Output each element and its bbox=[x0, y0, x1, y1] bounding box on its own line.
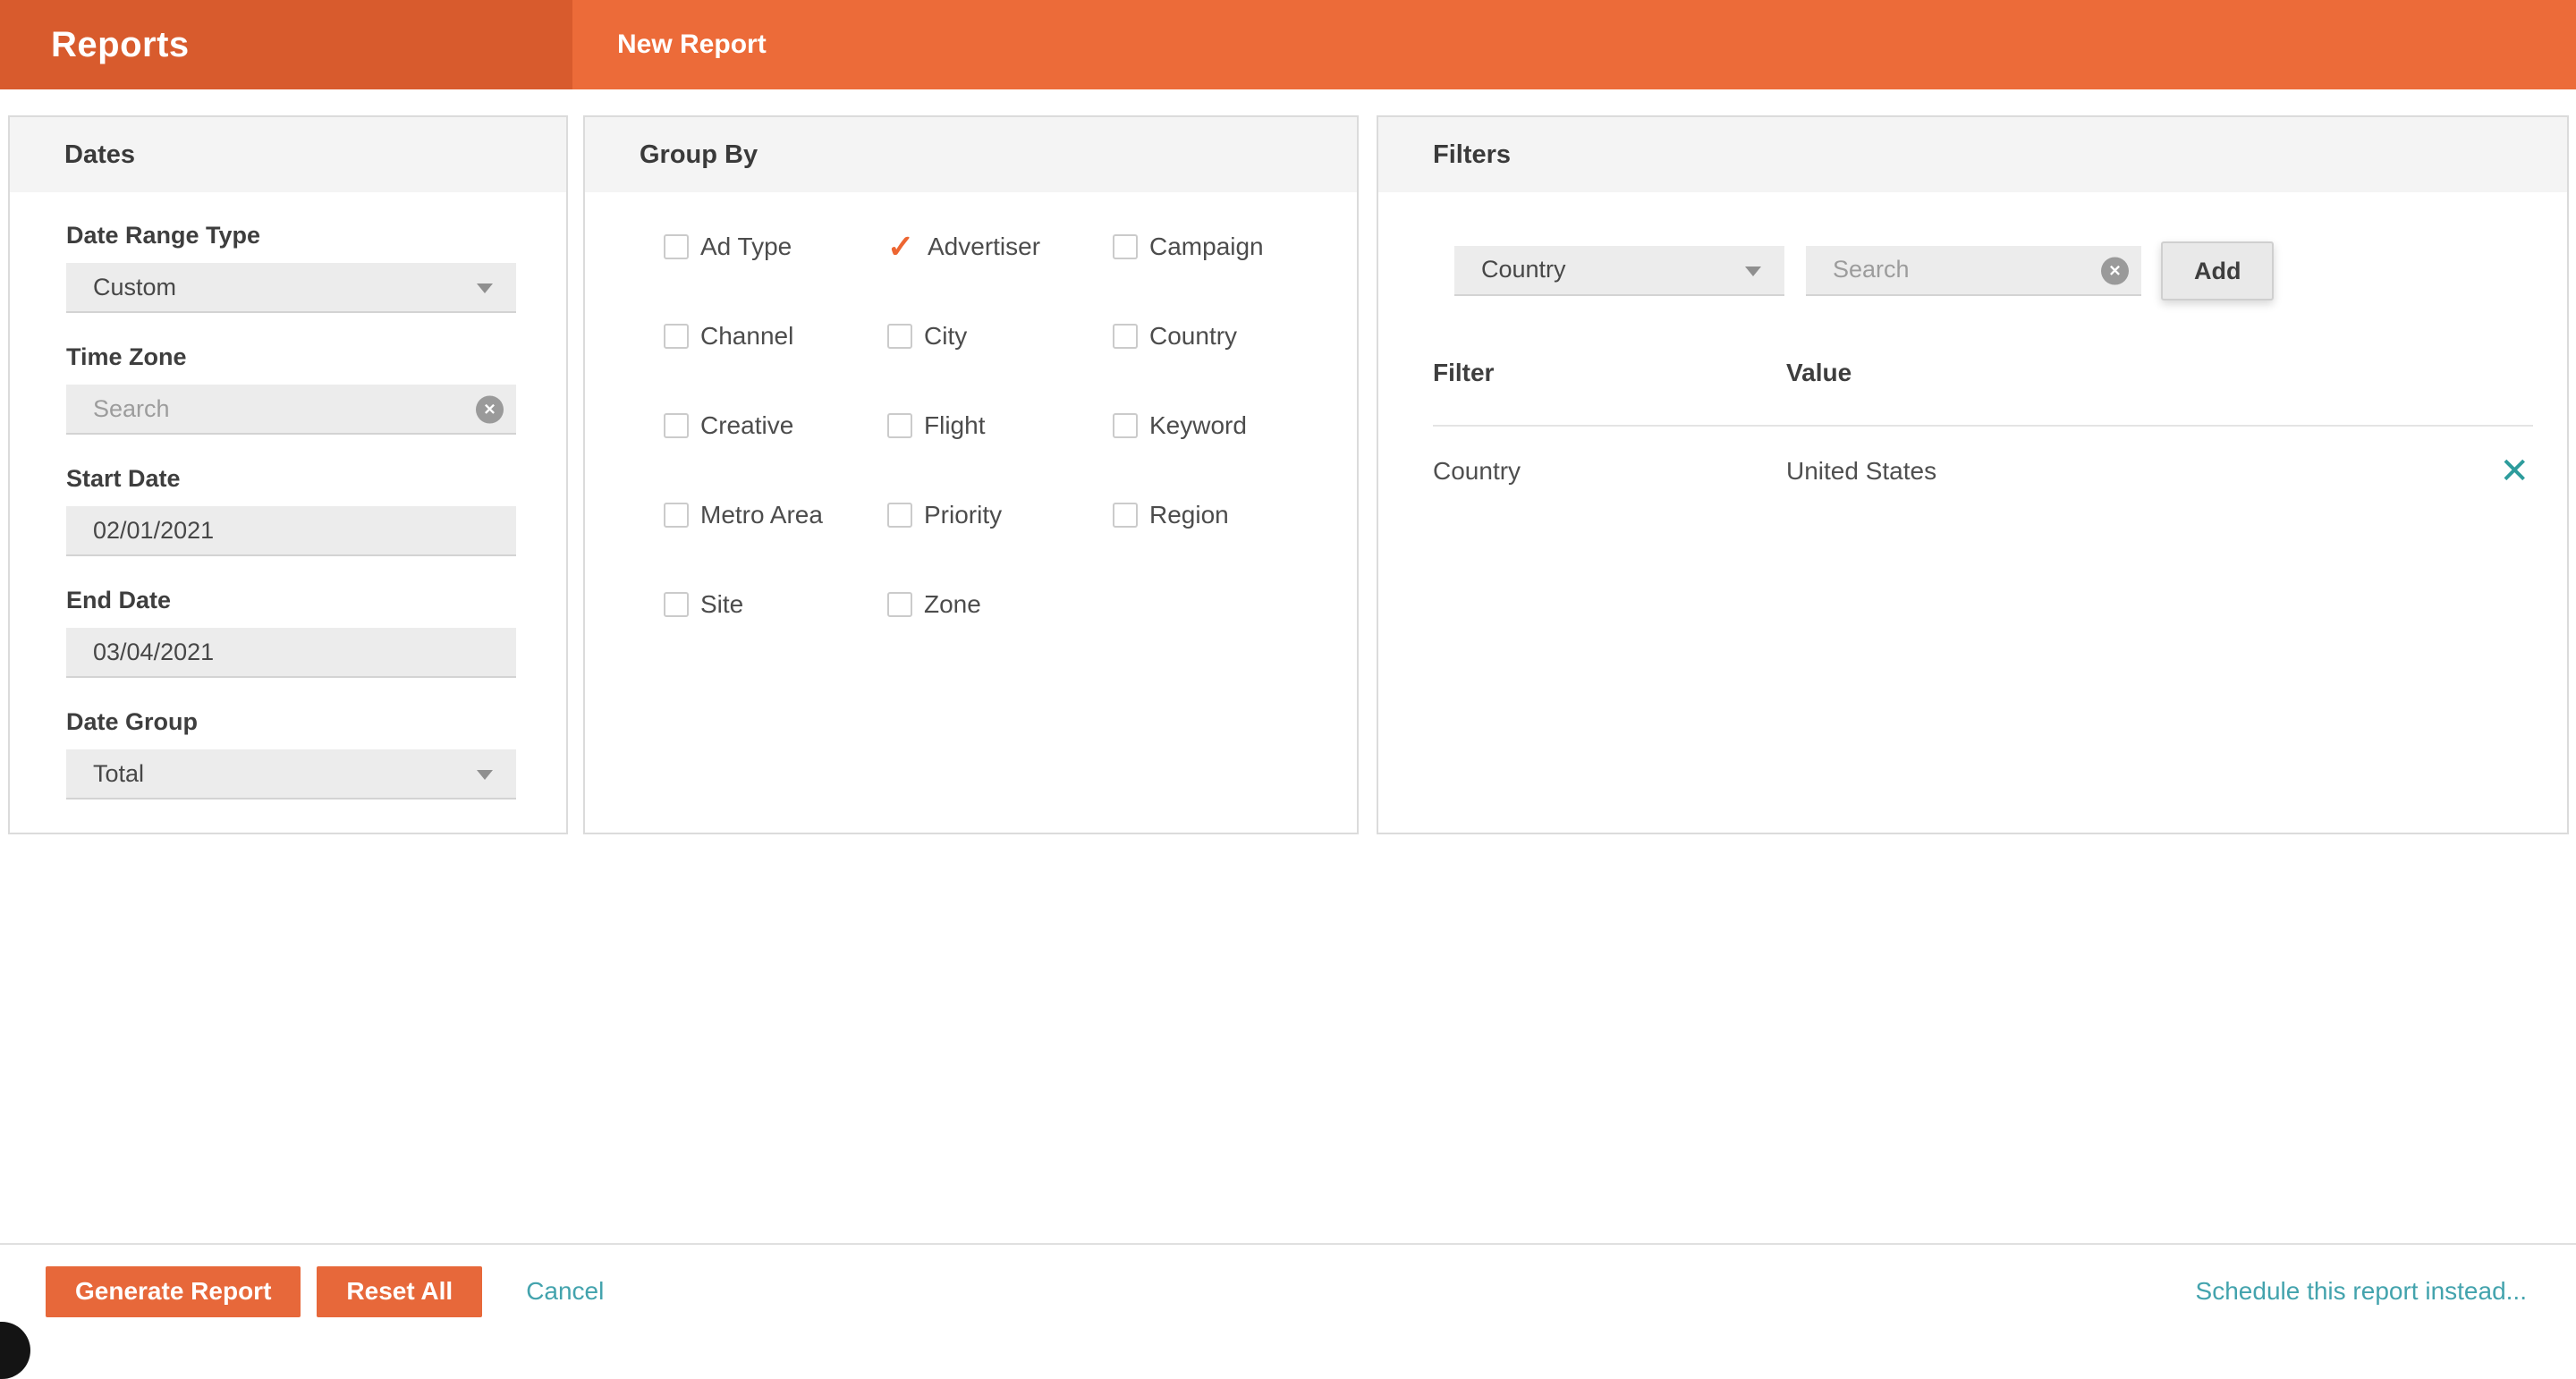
filter-cell: Country bbox=[1433, 457, 1521, 485]
checkbox-unchecked-icon[interactable] bbox=[664, 503, 689, 528]
footer-action-bar: Generate Report Reset All Cancel Schedul… bbox=[0, 1243, 2576, 1338]
date-group-control: Total bbox=[66, 749, 516, 799]
checkmark-icon: ✓ bbox=[887, 228, 915, 265]
date-range-type-label: Date Range Type bbox=[66, 222, 261, 249]
filter-type-select[interactable]: Country bbox=[1454, 245, 1784, 296]
filters-controls: Country ✕ Add bbox=[1454, 241, 2275, 300]
group-by-panel: Group By ✓ Ad Type ✓ Advertiser ✓ Campai… bbox=[583, 115, 1359, 834]
groupby-option-channel[interactable]: ✓ Channel bbox=[664, 322, 887, 351]
date-range-type-control: Custom bbox=[66, 263, 516, 313]
option-label: Keyword bbox=[1149, 411, 1247, 439]
option-label: Campaign bbox=[1149, 233, 1264, 260]
filter-type-value: Country bbox=[1481, 256, 1566, 283]
option-label: Advertiser bbox=[928, 233, 1041, 260]
reset-all-button[interactable]: Reset All bbox=[317, 1265, 483, 1317]
schedule-report-link[interactable]: Schedule this report instead... bbox=[2195, 1277, 2527, 1305]
filter-table-row: Country United States ✕ bbox=[1433, 427, 2533, 489]
dates-panel-body: Date Range Type Custom Time Zone ✕ Start… bbox=[10, 192, 566, 799]
tab-new-report[interactable]: New Report bbox=[617, 30, 767, 59]
checkbox-unchecked-icon[interactable] bbox=[664, 324, 689, 349]
groupby-option-city[interactable]: ✓ City bbox=[887, 322, 1113, 351]
group-by-panel-header: Group By bbox=[585, 117, 1357, 192]
time-zone-search-input[interactable] bbox=[66, 385, 516, 435]
option-label: Creative bbox=[700, 411, 794, 439]
checkbox-unchecked-icon[interactable] bbox=[1113, 234, 1138, 259]
date-range-type-value: Custom bbox=[93, 273, 177, 300]
groupby-option-site[interactable]: ✓ Site bbox=[664, 590, 887, 619]
start-date-control bbox=[66, 506, 516, 556]
end-date-control bbox=[66, 628, 516, 678]
option-label: Country bbox=[1149, 322, 1238, 350]
option-label: Zone bbox=[924, 590, 981, 618]
filter-search-input[interactable] bbox=[1806, 245, 2141, 296]
date-range-type-select[interactable]: Custom bbox=[66, 263, 516, 313]
top-bar: Reports New Report bbox=[0, 0, 2576, 89]
checkbox-unchecked-icon[interactable] bbox=[1113, 324, 1138, 349]
page-title: Reports bbox=[51, 24, 190, 64]
option-label: Region bbox=[1149, 501, 1229, 529]
checkbox-unchecked-icon[interactable] bbox=[664, 234, 689, 259]
start-date-input[interactable] bbox=[66, 506, 516, 556]
value-cell: United States bbox=[1786, 457, 1937, 485]
filter-table-header: Filter Value bbox=[1433, 359, 2533, 427]
checkbox-unchecked-icon[interactable] bbox=[887, 592, 912, 617]
filter-search-control: ✕ bbox=[1806, 245, 2141, 297]
checkbox-unchecked-icon[interactable] bbox=[887, 503, 912, 528]
time-zone-control: ✕ bbox=[66, 385, 516, 435]
filters-panel-header: Filters bbox=[1378, 117, 2567, 192]
applied-filters-table: Filter Value Country United States ✕ bbox=[1433, 359, 2533, 489]
date-group-select[interactable]: Total bbox=[66, 749, 516, 799]
checkbox-unchecked-icon[interactable] bbox=[887, 413, 912, 438]
option-label: Channel bbox=[700, 322, 794, 350]
groupby-option-metro-area[interactable]: ✓ Metro Area bbox=[664, 501, 887, 529]
dates-panel-header: Dates bbox=[10, 117, 566, 192]
filter-type-control: Country bbox=[1454, 245, 1784, 297]
dates-panel: Dates Date Range Type Custom Time Zone ✕… bbox=[8, 115, 568, 834]
groupby-option-flight[interactable]: ✓ Flight bbox=[887, 411, 1113, 440]
cancel-link[interactable]: Cancel bbox=[526, 1277, 605, 1305]
group-by-panel-title: Group By bbox=[640, 140, 758, 169]
groupby-option-zone[interactable]: ✓ Zone bbox=[887, 590, 1113, 619]
checkbox-unchecked-icon[interactable] bbox=[887, 324, 912, 349]
option-label: Site bbox=[700, 590, 744, 618]
groupby-option-advertiser[interactable]: ✓ Advertiser bbox=[887, 228, 1113, 265]
value-column-header: Value bbox=[1786, 359, 1852, 386]
checkbox-unchecked-icon[interactable] bbox=[1113, 503, 1138, 528]
groupby-option-ad-type[interactable]: ✓ Ad Type bbox=[664, 233, 887, 261]
group-by-grid: ✓ Ad Type ✓ Advertiser ✓ Campaign ✓ Chan… bbox=[664, 202, 1330, 649]
time-zone-label: Time Zone bbox=[66, 343, 187, 370]
groupby-option-creative[interactable]: ✓ Creative bbox=[664, 411, 887, 440]
filter-column-header: Filter bbox=[1433, 359, 1495, 386]
checkbox-unchecked-icon[interactable] bbox=[664, 413, 689, 438]
groupby-option-campaign[interactable]: ✓ Campaign bbox=[1113, 233, 1330, 261]
filters-panel-title: Filters bbox=[1433, 140, 1512, 169]
option-label: Flight bbox=[924, 411, 986, 439]
groupby-option-priority[interactable]: ✓ Priority bbox=[887, 501, 1113, 529]
start-date-label: Start Date bbox=[66, 465, 181, 492]
dates-panel-title: Dates bbox=[64, 140, 135, 169]
generate-report-button[interactable]: Generate Report bbox=[46, 1265, 301, 1317]
clear-icon[interactable]: ✕ bbox=[476, 395, 504, 424]
groupby-option-region[interactable]: ✓ Region bbox=[1113, 501, 1330, 529]
date-group-value: Total bbox=[93, 759, 145, 787]
clear-icon[interactable]: ✕ bbox=[2101, 257, 2129, 285]
filters-panel: Filters Country ✕ Add Filter Value Count… bbox=[1377, 115, 2569, 834]
checkbox-unchecked-icon[interactable] bbox=[1113, 413, 1138, 438]
end-date-input[interactable] bbox=[66, 628, 516, 678]
groupby-option-country[interactable]: ✓ Country bbox=[1113, 322, 1330, 351]
add-filter-button[interactable]: Add bbox=[2161, 241, 2275, 300]
remove-filter-icon[interactable]: ✕ bbox=[2499, 452, 2529, 491]
date-group-label: Date Group bbox=[66, 708, 199, 735]
app-header: Reports bbox=[0, 0, 572, 89]
end-date-label: End Date bbox=[66, 587, 172, 613]
option-label: Ad Type bbox=[700, 233, 792, 260]
groupby-option-keyword[interactable]: ✓ Keyword bbox=[1113, 411, 1330, 440]
option-label: City bbox=[924, 322, 968, 350]
option-label: Metro Area bbox=[700, 501, 823, 529]
option-label: Priority bbox=[924, 501, 1003, 529]
checkbox-unchecked-icon[interactable] bbox=[664, 592, 689, 617]
